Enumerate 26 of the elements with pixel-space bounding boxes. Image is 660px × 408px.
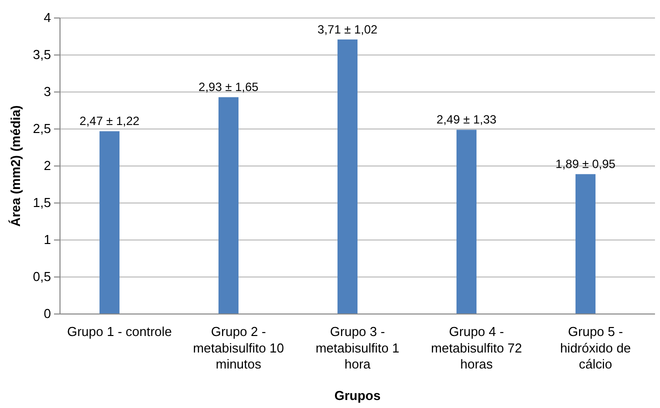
y-axis-title: Área (mm2) (média) [8, 105, 23, 227]
x-tick-label: Grupo 4 - metabisulfito 72 horas [430, 324, 522, 372]
y-tick-label: 2 [44, 158, 51, 174]
y-tick-label: 3 [44, 84, 51, 100]
y-tick-label: 0 [44, 306, 51, 322]
data-label: 1,89 ± 0,95 [556, 157, 616, 172]
bar [100, 131, 120, 314]
data-label: 2,93 ± 1,65 [198, 80, 259, 94]
data-label: 2,47 ± 1,22 [80, 114, 140, 128]
data-label: 2,49 ± 1,33 [436, 112, 497, 127]
y-tick-label: 0,5 [32, 269, 51, 284]
y-tick-label: 1 [44, 232, 51, 248]
y-tick-label: 4 [44, 10, 51, 26]
x-axis-title: Grupos [334, 388, 381, 403]
bar [218, 97, 238, 314]
x-tick-label: Grupo 3 - metabisulfito 1 hora [316, 324, 400, 372]
y-tick-label: 3,5 [32, 47, 51, 62]
y-tick-label: 1,5 [32, 195, 51, 210]
bar [576, 174, 596, 314]
y-tick-label: 2,5 [32, 121, 51, 136]
bar [338, 39, 358, 314]
data-label: 3,71 ± 1,02 [318, 22, 378, 36]
x-tick-label: Grupo 5 - hidróxido de cálcio [560, 324, 631, 372]
x-tick-label: Grupo 1 - controle [67, 324, 172, 339]
x-tick-label: Grupo 2 - metabisulfito 10 minutos [192, 324, 284, 372]
bar [456, 130, 476, 314]
